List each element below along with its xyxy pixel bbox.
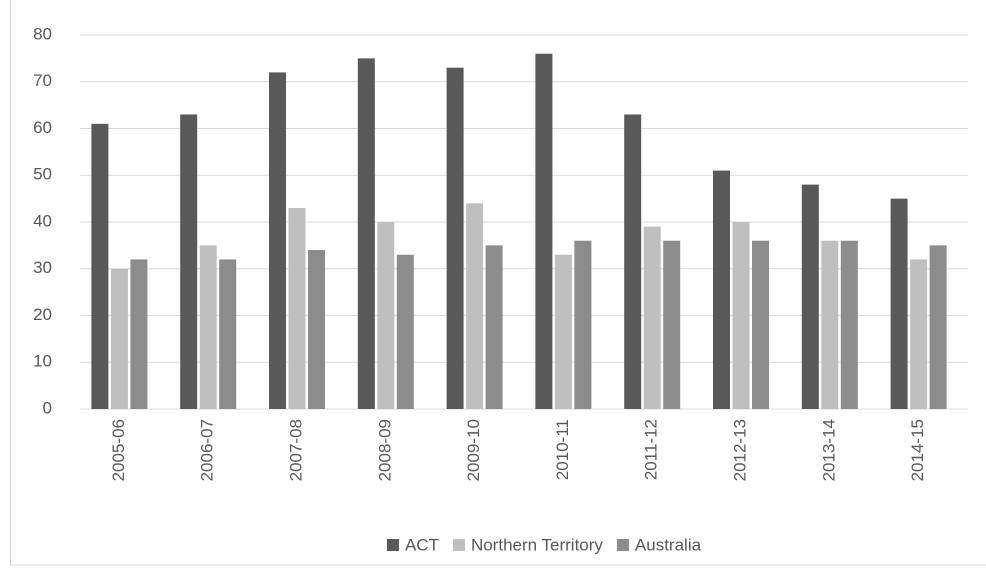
y-tick-label: 0 [43, 398, 52, 417]
x-tick-label: 2011-12 [642, 419, 661, 480]
bar [535, 53, 553, 409]
legend-label: ACT [405, 535, 439, 554]
legend-swatch [616, 539, 629, 551]
bar [308, 250, 325, 409]
bar [713, 170, 730, 409]
bar [377, 222, 395, 409]
bar [574, 240, 592, 409]
y-tick-label: 50 [33, 165, 52, 184]
bar [752, 240, 769, 409]
bar [485, 245, 503, 409]
y-tick-label: 70 [33, 71, 52, 90]
bar [110, 268, 128, 409]
x-tick-label: 2009-10 [464, 419, 483, 481]
bar [357, 58, 375, 409]
bar [890, 198, 908, 409]
x-tick-label: 2013-14 [819, 419, 838, 481]
bar [288, 207, 306, 409]
x-tick-label: 2007-08 [286, 419, 305, 481]
bar [663, 240, 681, 409]
bar [624, 114, 642, 409]
legend-swatch [386, 539, 399, 551]
y-tick-label: 30 [33, 258, 52, 277]
bar [396, 254, 414, 409]
y-tick-label: 10 [33, 352, 52, 371]
bar [821, 240, 839, 409]
bar [466, 203, 484, 409]
bar [199, 245, 217, 409]
bar [130, 259, 148, 409]
y-tick-label: 20 [33, 305, 52, 324]
legend-swatch [452, 539, 465, 551]
bar [180, 114, 198, 409]
bar [910, 259, 928, 409]
x-tick-label: 2008-09 [375, 419, 394, 481]
bar [554, 254, 572, 409]
x-tick-label: 2012-13 [730, 419, 749, 481]
bar [643, 226, 661, 409]
bar [929, 245, 947, 409]
bar [219, 259, 237, 409]
bar [269, 72, 286, 410]
y-tick-label: 80 [33, 24, 52, 43]
x-tick-label: 2006-07 [198, 419, 217, 481]
chart-border [10, 0, 986, 566]
y-tick-label: 60 [33, 118, 52, 137]
legend-label: Northern Territory [471, 535, 603, 554]
x-tick-label: 2010-11 [553, 419, 572, 480]
x-tick-label: 2005-06 [109, 419, 128, 481]
y-tick-label: 40 [33, 211, 52, 230]
legend-label: Australia [635, 535, 702, 554]
bar [446, 67, 464, 409]
bar [732, 222, 750, 409]
bar [840, 240, 858, 409]
bar [801, 184, 819, 409]
x-tick-label: 2014-15 [908, 419, 927, 481]
bar [91, 123, 109, 409]
